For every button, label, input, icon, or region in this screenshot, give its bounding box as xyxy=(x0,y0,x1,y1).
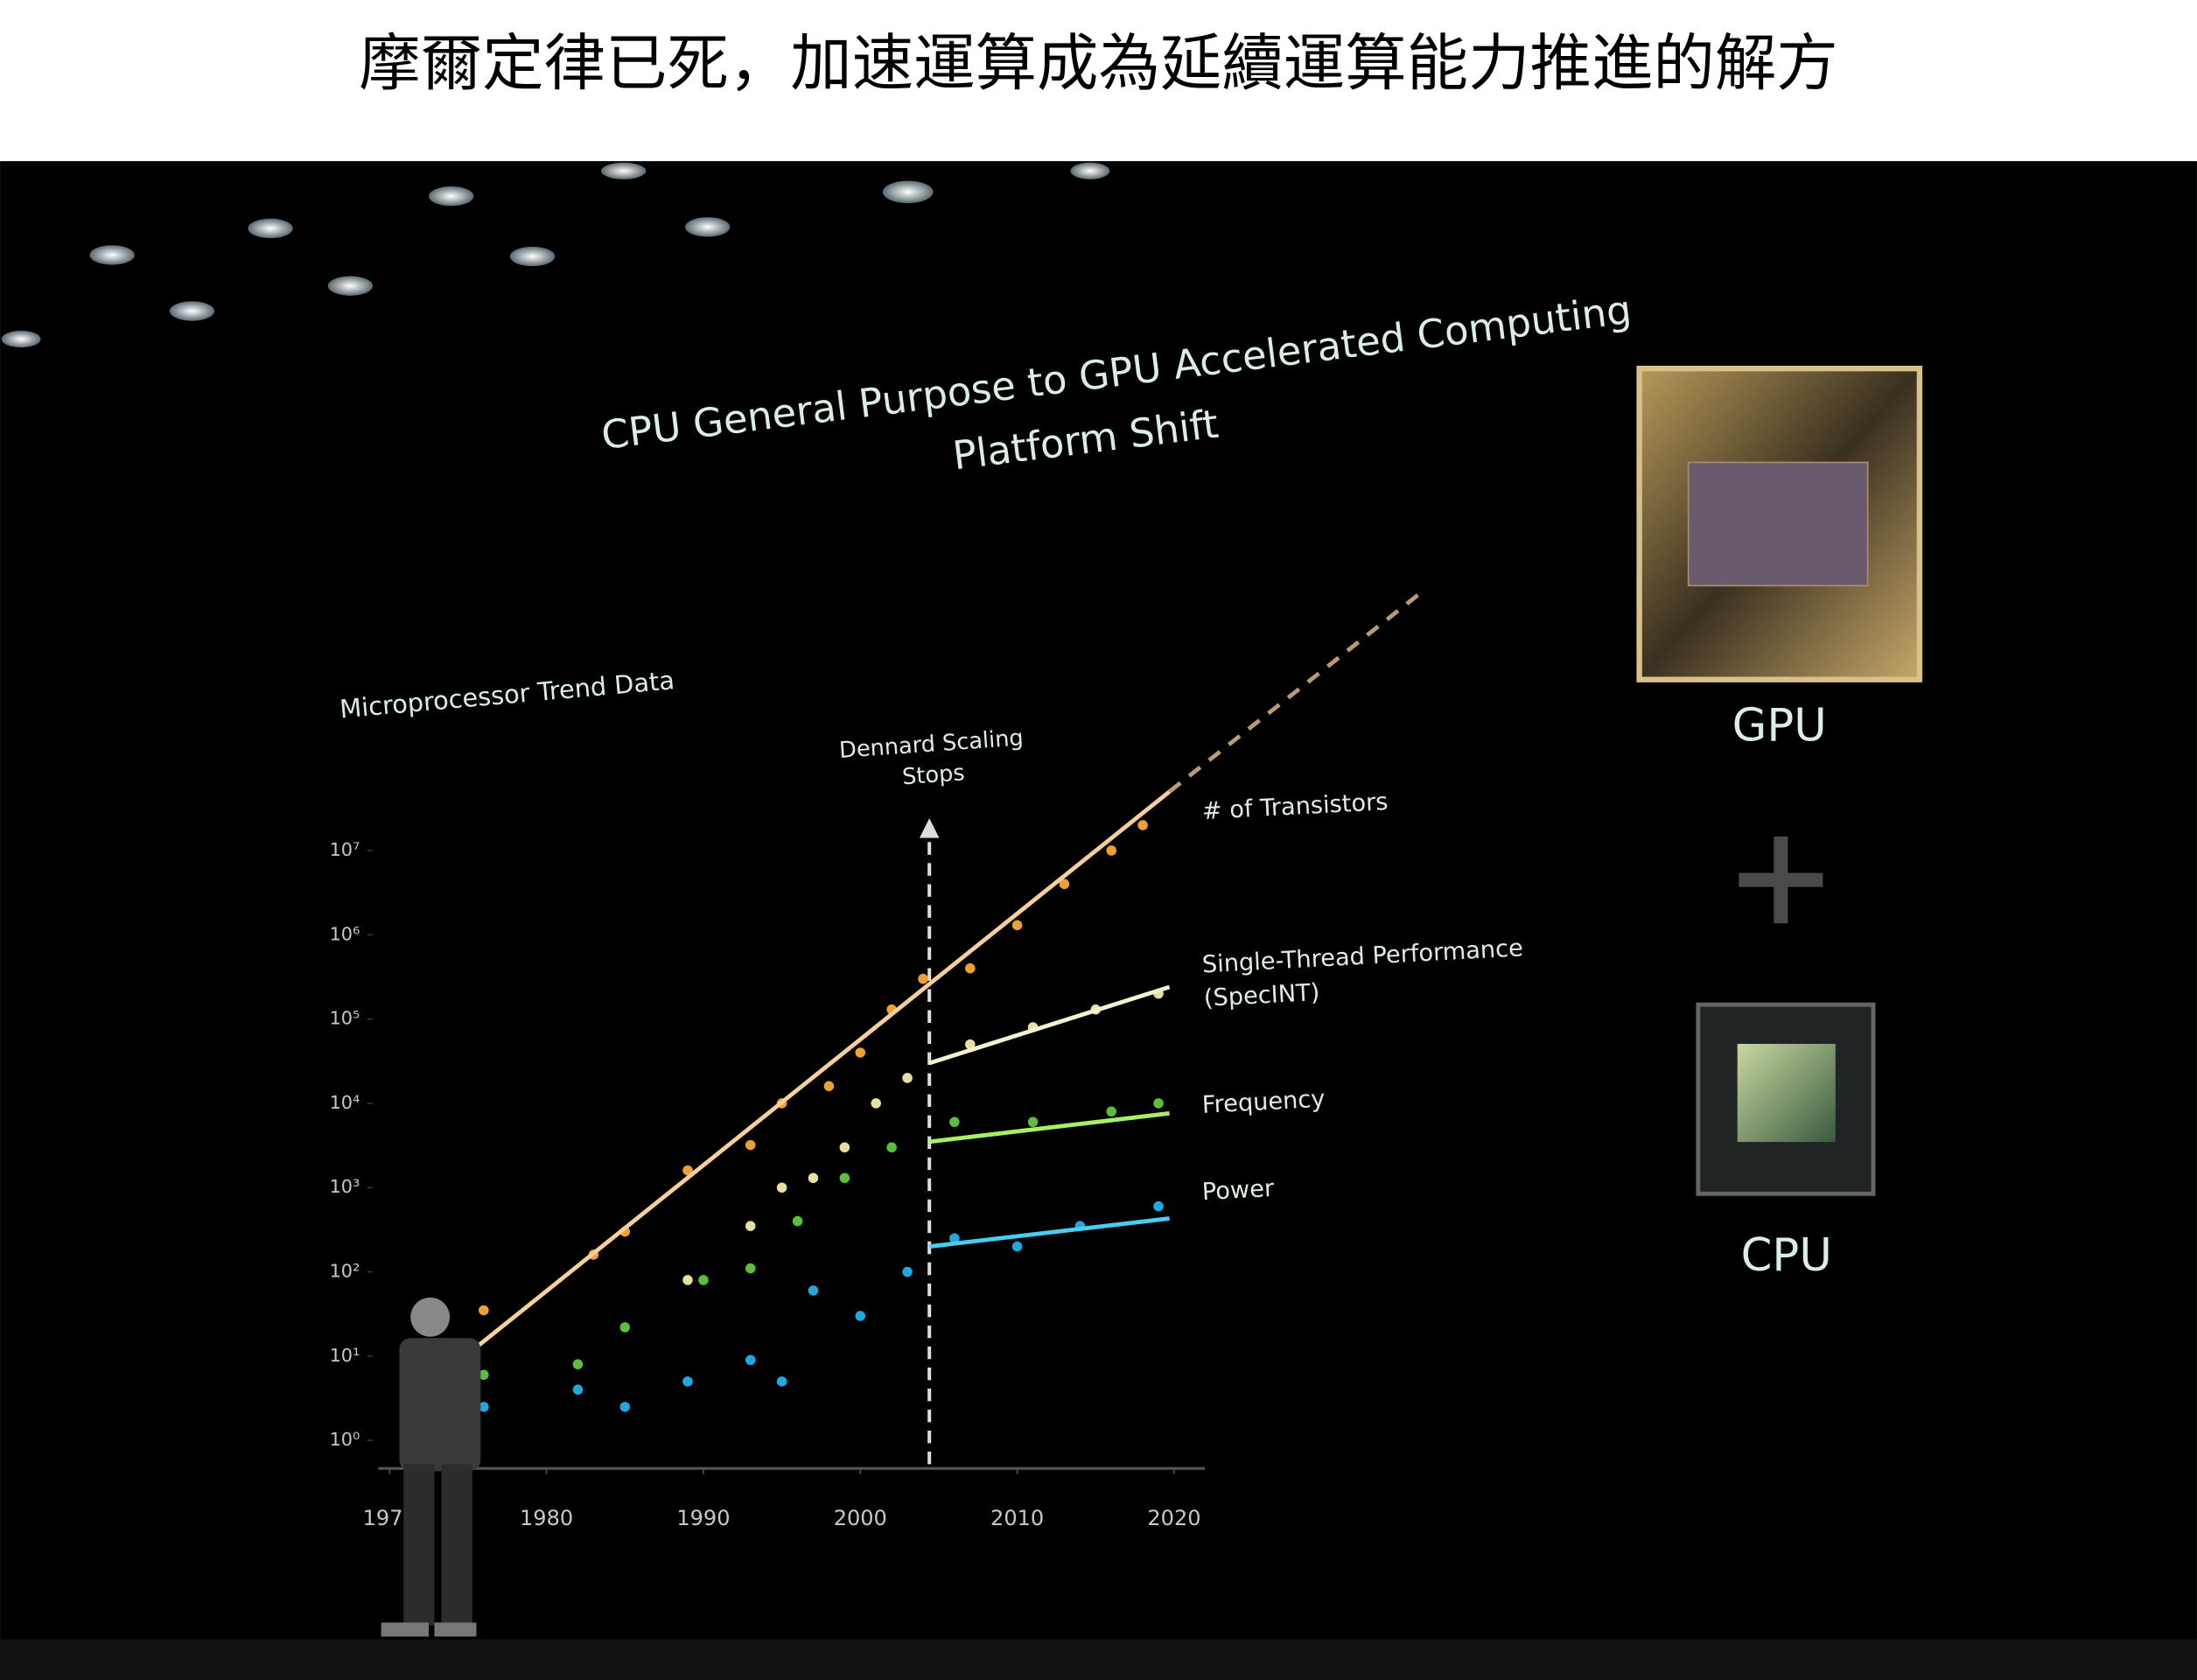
point xyxy=(855,1311,866,1321)
point xyxy=(776,1376,787,1387)
point xyxy=(1059,878,1070,890)
point xyxy=(745,1354,756,1366)
series-label: Power xyxy=(1201,1175,1276,1206)
point xyxy=(949,1116,960,1128)
point xyxy=(965,1039,976,1050)
trend-line xyxy=(928,1111,1170,1144)
series-label: Frequency xyxy=(1201,1086,1326,1119)
point xyxy=(1011,920,1023,931)
point xyxy=(808,1172,819,1184)
cpu-chip xyxy=(1696,1002,1876,1196)
point xyxy=(572,1384,584,1395)
point xyxy=(886,1142,897,1153)
point xyxy=(1153,1200,1164,1212)
point xyxy=(902,1266,913,1278)
x-tick-label: 2020 xyxy=(1147,1506,1200,1530)
point xyxy=(918,973,928,984)
point xyxy=(808,1285,819,1296)
point xyxy=(949,1233,960,1243)
point xyxy=(479,1402,489,1412)
point xyxy=(698,1275,709,1285)
point xyxy=(792,1215,803,1227)
gpu-label: GPU xyxy=(1732,700,1827,752)
trend-line xyxy=(928,984,1171,1066)
header-title: 摩爾定律已死，加速運算成為延續運算能力推進的解方 xyxy=(359,27,1838,99)
point xyxy=(479,1369,489,1380)
point xyxy=(855,1047,866,1058)
y-tick-label: 10⁷ xyxy=(330,839,360,860)
point xyxy=(839,1142,850,1153)
x-tick-label: 1990 xyxy=(676,1506,730,1530)
point xyxy=(619,1322,631,1333)
point xyxy=(839,1172,850,1184)
annotation: Stops xyxy=(901,760,965,790)
stage-floor xyxy=(0,1639,2197,1680)
y-tick-label: 10¹ xyxy=(330,1345,360,1366)
header-bg xyxy=(0,0,2197,162)
point xyxy=(745,1221,756,1231)
point xyxy=(902,1073,913,1083)
gpu-chip xyxy=(1636,365,1923,682)
projection-line xyxy=(1168,587,1427,794)
point xyxy=(823,1081,835,1092)
point xyxy=(1153,1098,1164,1109)
y-tick-label: 10⁶ xyxy=(330,923,360,944)
point xyxy=(1106,845,1116,856)
point xyxy=(745,1263,756,1274)
point xyxy=(619,1402,631,1412)
point xyxy=(479,1305,489,1316)
x-tick-label: 2000 xyxy=(834,1506,887,1530)
point xyxy=(745,1139,756,1151)
point xyxy=(682,1165,693,1176)
point xyxy=(1137,820,1148,830)
point xyxy=(1011,1241,1023,1252)
point xyxy=(1106,1106,1116,1117)
point xyxy=(1027,1116,1039,1128)
y-tick-label: 10⁵ xyxy=(330,1008,360,1029)
point xyxy=(871,1098,881,1109)
stage-lights xyxy=(1,162,1110,348)
cpu-label: CPU xyxy=(1741,1229,1832,1282)
point xyxy=(776,1182,787,1194)
trend-line xyxy=(468,789,1172,1354)
y-tick-label: 10⁴ xyxy=(330,1092,360,1113)
dennard-arrow xyxy=(919,818,940,838)
y-tick-label: 10³ xyxy=(330,1176,360,1197)
y-tick-label: 10² xyxy=(330,1261,360,1282)
x-tick-label: 1980 xyxy=(520,1506,573,1530)
point xyxy=(682,1376,693,1387)
y-tick-label: 10⁰ xyxy=(330,1429,360,1450)
plus-icon xyxy=(1739,836,1823,924)
point xyxy=(572,1359,584,1369)
x-tick-label: 2010 xyxy=(990,1506,1044,1530)
series-sublabel: (SpecINT) xyxy=(1203,979,1320,1012)
presenter xyxy=(381,1297,481,1637)
point xyxy=(682,1275,693,1285)
trend-line xyxy=(928,1216,1170,1249)
point xyxy=(965,962,976,974)
